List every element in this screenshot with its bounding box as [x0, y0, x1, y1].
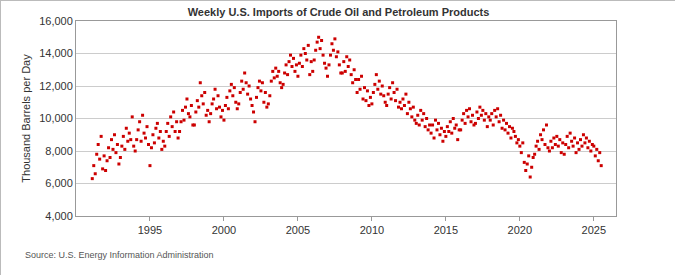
svg-text:14,000: 14,000 [39, 47, 73, 59]
svg-text:2005: 2005 [286, 224, 310, 236]
svg-text:2010: 2010 [360, 224, 384, 236]
svg-text:1995: 1995 [138, 224, 162, 236]
svg-text:8,000: 8,000 [45, 145, 73, 157]
svg-text:2020: 2020 [508, 224, 532, 236]
svg-text:2025: 2025 [582, 224, 606, 236]
svg-text:6,000: 6,000 [45, 177, 73, 189]
svg-text:16,000: 16,000 [39, 15, 73, 27]
svg-text:Thousand Barrels per Day: Thousand Barrels per Day [20, 54, 32, 183]
svg-text:Weekly U.S. Imports of Crude O: Weekly U.S. Imports of Crude Oil and Pet… [188, 6, 490, 18]
svg-text:10,000: 10,000 [39, 112, 73, 124]
svg-text:Source: U.S. Energy Informatio: Source: U.S. Energy Information Administ… [25, 250, 214, 260]
svg-text:12,000: 12,000 [39, 80, 73, 92]
svg-text:2015: 2015 [434, 224, 458, 236]
svg-text:4,000: 4,000 [45, 210, 73, 222]
svg-text:2000: 2000 [212, 224, 236, 236]
